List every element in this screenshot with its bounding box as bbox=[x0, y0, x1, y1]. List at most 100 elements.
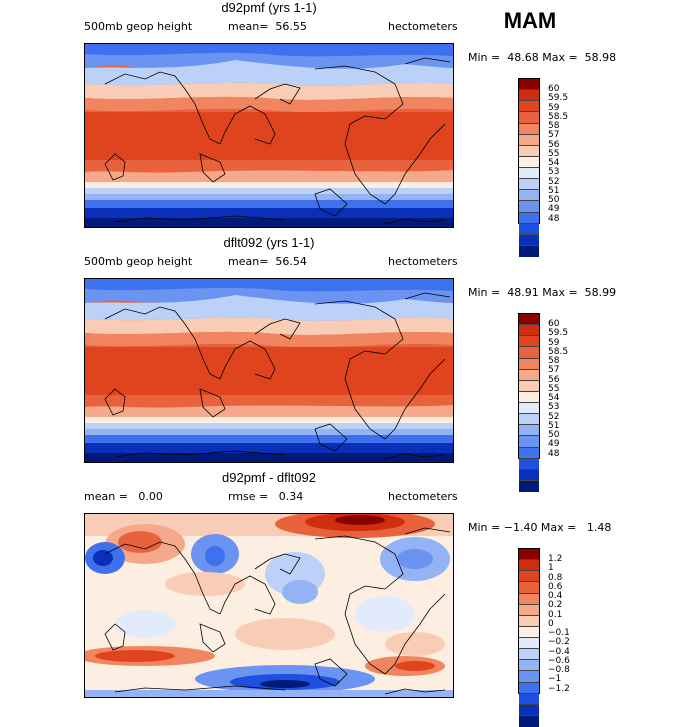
colorbar-swatch bbox=[519, 682, 539, 694]
colorbar-tick-label: 60 bbox=[548, 84, 560, 94]
colorbar-swatch bbox=[519, 715, 539, 727]
colorbar-swatch bbox=[519, 212, 539, 224]
colorbar-tick-label: 0.2 bbox=[548, 600, 563, 610]
units-label: hectometers bbox=[388, 20, 458, 33]
colorbar-swatch bbox=[519, 168, 539, 180]
colorbar-tick-label: 1 bbox=[548, 563, 554, 573]
colorbar-swatch bbox=[519, 314, 539, 326]
colorbar-tick-label: 0 bbox=[548, 619, 554, 629]
panel-title: d92pmf (yrs 1-1) bbox=[221, 0, 317, 15]
colorbar-tick-label: 58.5 bbox=[548, 112, 569, 122]
panel-title: d92pmf - dflt092 bbox=[222, 470, 316, 485]
colorbar-tick-label: 49 bbox=[548, 439, 560, 449]
colorbar-tick-label: 58 bbox=[548, 356, 560, 366]
colorbar-tick-label: 56 bbox=[548, 375, 560, 385]
panel-model-b: dflt092 (yrs 1-1) 500mb geop height mean… bbox=[0, 235, 700, 492]
colorbar-tick-label: 51 bbox=[548, 186, 560, 196]
colorbar-swatch bbox=[519, 638, 539, 650]
contour-map bbox=[85, 514, 453, 697]
units-label: hectometers bbox=[388, 255, 458, 268]
season-title: MAM bbox=[503, 8, 557, 33]
colorbar-swatch bbox=[519, 604, 539, 616]
colorbar-swatch bbox=[519, 660, 539, 672]
colorbar-tick-label: −1 bbox=[548, 674, 562, 684]
colorbar-swatch bbox=[519, 223, 539, 235]
colorbar-swatch bbox=[519, 593, 539, 605]
colorbar-swatch bbox=[519, 179, 539, 191]
units-label: hectometers bbox=[388, 490, 458, 503]
colorbar-tick-label: −1.2 bbox=[548, 684, 570, 694]
colorbar bbox=[518, 548, 540, 727]
colorbar-tick-label: 0.4 bbox=[548, 591, 563, 601]
colorbar-tick-label: 0.1 bbox=[548, 610, 563, 620]
colorbar-labels: 60 59.5 59 58.5 58 57 56 55 54 53 52 51 … bbox=[548, 78, 608, 224]
panel-model-a: d92pmf (yrs 1-1) 500mb geop height mean=… bbox=[0, 0, 700, 257]
colorbar-swatch bbox=[519, 649, 539, 661]
colorbar-swatch bbox=[519, 615, 539, 627]
colorbar-swatch bbox=[519, 469, 539, 481]
mean-label: mean= 56.54 bbox=[228, 255, 307, 268]
colorbar-labels: 1.2 1 0.8 0.6 0.4 0.2 0.1 0 −0.1 −0.2 −0… bbox=[548, 548, 608, 694]
colorbar-tick-label: 50 bbox=[548, 195, 560, 205]
colorbar-swatch bbox=[519, 571, 539, 583]
colorbar-tick-label: 59.5 bbox=[548, 328, 569, 338]
panel-difference: d92pmf - dflt092 mean = 0.00 rmse = 0.34… bbox=[0, 470, 700, 727]
colorbar-swatch bbox=[519, 325, 539, 337]
colorbar-tick-label: 54 bbox=[548, 393, 560, 403]
colorbar-tick-label: 52 bbox=[548, 412, 560, 422]
colorbar-swatch bbox=[519, 560, 539, 572]
colorbar-swatch bbox=[519, 380, 539, 392]
colorbar-swatch bbox=[519, 582, 539, 594]
colorbar-tick-label: 0.8 bbox=[548, 573, 563, 583]
colorbar-tick-label: −0.8 bbox=[548, 665, 570, 675]
colorbar-tick-label: 57 bbox=[548, 130, 560, 140]
colorbar-swatch bbox=[519, 101, 539, 113]
colorbar-tick-label: 48 bbox=[548, 449, 560, 459]
colorbar-tick-label: 60 bbox=[548, 319, 560, 329]
colorbar-swatch bbox=[519, 156, 539, 168]
mean-label: mean = 0.00 bbox=[84, 490, 163, 503]
panel-title: dflt092 (yrs 1-1) bbox=[223, 235, 315, 250]
field-label: 500mb geop height bbox=[84, 20, 193, 33]
colorbar-tick-label: −0.4 bbox=[548, 647, 570, 657]
colorbar bbox=[518, 78, 540, 257]
colorbar-swatch bbox=[519, 112, 539, 124]
colorbar-tick-label: 56 bbox=[548, 140, 560, 150]
colorbar-tick-label: 59 bbox=[548, 338, 560, 348]
colorbar-swatch bbox=[519, 436, 539, 448]
colorbar-tick-label: −0.6 bbox=[548, 656, 570, 666]
colorbar-swatch bbox=[519, 626, 539, 638]
colorbar-tick-label: 55 bbox=[548, 149, 560, 159]
colorbar-tick-label: 51 bbox=[548, 421, 560, 431]
min-max-label: Min = −1.40 Max = 1.48 bbox=[468, 521, 612, 534]
colorbar-tick-label: 1.2 bbox=[548, 554, 563, 564]
colorbar-tick-label: 54 bbox=[548, 158, 560, 168]
colorbar-tick-label: 59 bbox=[548, 103, 560, 113]
colorbar-tick-label: 50 bbox=[548, 430, 560, 440]
colorbar-swatch bbox=[519, 425, 539, 437]
colorbar-tick-label: 53 bbox=[548, 402, 560, 412]
colorbar-swatch bbox=[519, 234, 539, 246]
rmse-label: rmse = 0.34 bbox=[228, 490, 304, 503]
colorbar-swatch bbox=[519, 190, 539, 202]
field-label: 500mb geop height bbox=[84, 255, 193, 268]
mean-label: mean= 56.55 bbox=[228, 20, 307, 33]
min-max-label: Min = 48.91 Max = 58.99 bbox=[468, 286, 617, 299]
colorbar-swatch bbox=[519, 693, 539, 705]
colorbar-tick-label: 58.5 bbox=[548, 347, 569, 357]
colorbar-swatch bbox=[519, 549, 539, 561]
colorbar-tick-label: 53 bbox=[548, 167, 560, 177]
colorbar bbox=[518, 313, 540, 492]
colorbar-labels: 60 59.5 59 58.5 58 57 56 55 54 53 52 51 … bbox=[548, 313, 608, 459]
colorbar-tick-label: 49 bbox=[548, 204, 560, 214]
colorbar-swatch bbox=[519, 90, 539, 102]
colorbar-swatch bbox=[519, 358, 539, 370]
map-plot bbox=[84, 513, 454, 698]
colorbar-swatch bbox=[519, 201, 539, 213]
colorbar-tick-label: 0.6 bbox=[548, 582, 563, 592]
colorbar-tick-label: 58 bbox=[548, 121, 560, 131]
colorbar-swatch bbox=[519, 704, 539, 716]
colorbar-tick-label: 57 bbox=[548, 365, 560, 375]
colorbar-swatch bbox=[519, 245, 539, 257]
colorbar-tick-label: 59.5 bbox=[548, 93, 569, 103]
